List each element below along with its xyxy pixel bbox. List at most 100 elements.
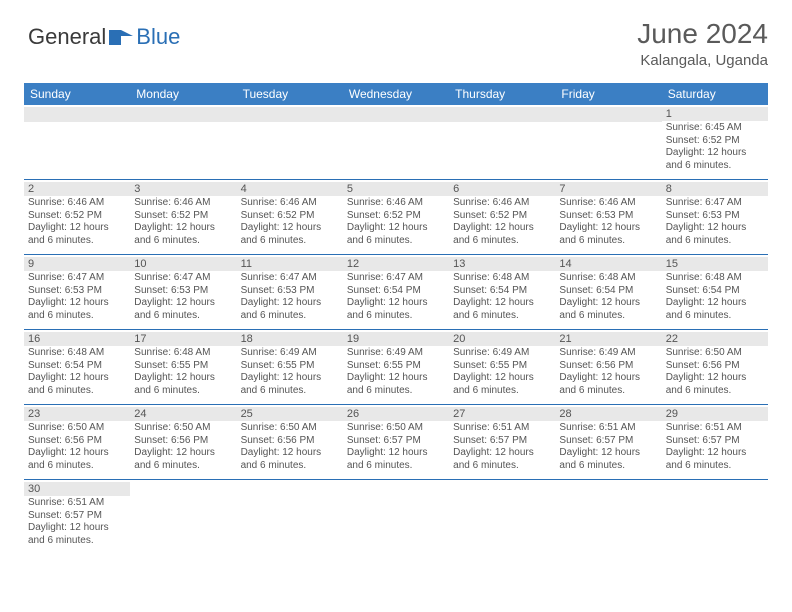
sunrise-text: Sunrise: 6:48 AM bbox=[559, 272, 657, 285]
sunset-text: Sunset: 6:53 PM bbox=[134, 285, 232, 298]
day-info: Sunrise: 6:51 AMSunset: 6:57 PMDaylight:… bbox=[559, 422, 657, 472]
day-cell: 28 Sunrise: 6:51 AMSunset: 6:57 PMDayligh… bbox=[555, 405, 661, 479]
day-cell: 23Sunrise: 6:50 AMSunset: 6:56 PMDayligh… bbox=[24, 405, 130, 479]
sunrise-text: Sunrise: 6:48 AM bbox=[28, 347, 126, 360]
daylight-text: Daylight: 12 hours and 6 minutes. bbox=[134, 297, 232, 322]
week-row: 23Sunrise: 6:50 AMSunset: 6:56 PMDayligh… bbox=[24, 405, 768, 480]
sunrise-text: Sunrise: 6:46 AM bbox=[134, 197, 232, 210]
sunset-text: Sunset: 6:55 PM bbox=[134, 360, 232, 373]
day-number: 10 bbox=[134, 258, 232, 270]
date-bar: 13 bbox=[449, 257, 555, 271]
sunrise-text: Sunrise: 6:51 AM bbox=[28, 497, 126, 510]
sunset-text: Sunset: 6:54 PM bbox=[453, 285, 551, 298]
date-bar: 17 bbox=[130, 332, 236, 346]
sunset-text: Sunset: 6:55 PM bbox=[453, 360, 551, 373]
date-bar: 16 bbox=[24, 332, 130, 346]
daylight-text: Daylight: 12 hours and 6 minutes. bbox=[347, 297, 445, 322]
week-row: 2Sunrise: 6:46 AMSunset: 6:52 PMDaylight… bbox=[24, 180, 768, 255]
day-number: 26 bbox=[347, 408, 445, 420]
sunrise-text: Sunrise: 6:47 AM bbox=[347, 272, 445, 285]
day-info: Sunrise: 6:46 AMSunset: 6:52 PMDaylight:… bbox=[28, 197, 126, 247]
daylight-text: Daylight: 12 hours and 6 minutes. bbox=[453, 447, 551, 472]
sunrise-text: Sunrise: 6:48 AM bbox=[666, 272, 764, 285]
date-bar: 4 bbox=[237, 182, 343, 196]
day-cell bbox=[555, 480, 661, 554]
day-cell bbox=[449, 480, 555, 554]
day-cell: 13Sunrise: 6:48 AMSunset: 6:54 PMDayligh… bbox=[449, 255, 555, 329]
weekday-header: Friday bbox=[555, 83, 661, 105]
sunset-text: Sunset: 6:52 PM bbox=[28, 210, 126, 223]
empty-date-bar bbox=[24, 107, 130, 122]
sunset-text: Sunset: 6:56 PM bbox=[28, 435, 126, 448]
day-cell: 10Sunrise: 6:47 AMSunset: 6:53 PMDayligh… bbox=[130, 255, 236, 329]
page-header: General Blue June 2024 Kalangala, Uganda bbox=[0, 0, 792, 77]
day-cell: 19Sunrise: 6:49 AMSunset: 6:55 PMDayligh… bbox=[343, 330, 449, 404]
sunset-text: Sunset: 6:56 PM bbox=[559, 360, 657, 373]
daylight-text: Daylight: 12 hours and 6 minutes. bbox=[28, 222, 126, 247]
day-number: 6 bbox=[453, 183, 551, 195]
sunrise-text: Sunrise: 6:49 AM bbox=[559, 347, 657, 360]
sunset-text: Sunset: 6:54 PM bbox=[666, 285, 764, 298]
sunrise-text: Sunrise: 6:46 AM bbox=[28, 197, 126, 210]
date-bar: 14 bbox=[555, 257, 661, 271]
sunrise-text: Sunrise: 6:50 AM bbox=[28, 422, 126, 435]
day-info: Sunrise: 6:48 AMSunset: 6:55 PMDaylight:… bbox=[134, 347, 232, 397]
daylight-text: Daylight: 12 hours and 6 minutes. bbox=[241, 447, 339, 472]
date-bar: 11 bbox=[237, 257, 343, 271]
day-cell: 5Sunrise: 6:46 AMSunset: 6:52 PMDaylight… bbox=[343, 180, 449, 254]
sunset-text: Sunset: 6:53 PM bbox=[241, 285, 339, 298]
weekday-header: Sunday bbox=[24, 83, 130, 105]
daylight-text: Daylight: 12 hours and 6 minutes. bbox=[559, 372, 657, 397]
day-cell: 3Sunrise: 6:46 AMSunset: 6:52 PMDaylight… bbox=[130, 180, 236, 254]
day-cell bbox=[237, 480, 343, 554]
day-number: 1 bbox=[666, 108, 764, 120]
day-cell bbox=[343, 105, 449, 179]
day-info: Sunrise: 6:47 AMSunset: 6:53 PMDaylight:… bbox=[666, 197, 764, 247]
sunset-text: Sunset: 6:53 PM bbox=[28, 285, 126, 298]
day-number: 17 bbox=[134, 333, 232, 345]
day-number: 7 bbox=[559, 183, 657, 195]
day-cell: 7Sunrise: 6:46 AMSunset: 6:53 PMDaylight… bbox=[555, 180, 661, 254]
date-bar: 5 bbox=[343, 182, 449, 196]
calendar: SundayMondayTuesdayWednesdayThursdayFrid… bbox=[24, 83, 768, 554]
sunset-text: Sunset: 6:56 PM bbox=[666, 360, 764, 373]
daylight-text: Daylight: 12 hours and 6 minutes. bbox=[28, 297, 126, 322]
day-number: 19 bbox=[347, 333, 445, 345]
date-bar: 27 bbox=[449, 407, 555, 421]
day-info: Sunrise: 6:46 AMSunset: 6:52 PMDaylight:… bbox=[134, 197, 232, 247]
day-cell bbox=[24, 105, 130, 179]
sunset-text: Sunset: 6:55 PM bbox=[347, 360, 445, 373]
day-cell: 15Sunrise: 6:48 AMSunset: 6:54 PMDayligh… bbox=[662, 255, 768, 329]
day-number: 9 bbox=[28, 258, 126, 270]
day-number: 11 bbox=[241, 258, 339, 270]
day-number: 27 bbox=[453, 408, 551, 420]
date-bar: 9 bbox=[24, 257, 130, 271]
day-info: Sunrise: 6:49 AMSunset: 6:55 PMDaylight:… bbox=[241, 347, 339, 397]
date-bar: 10 bbox=[130, 257, 236, 271]
sunset-text: Sunset: 6:55 PM bbox=[241, 360, 339, 373]
day-cell: 4Sunrise: 6:46 AMSunset: 6:52 PMDaylight… bbox=[237, 180, 343, 254]
date-bar: 15 bbox=[662, 257, 768, 271]
day-number: 16 bbox=[28, 333, 126, 345]
day-cell: 11Sunrise: 6:47 AMSunset: 6:53 PMDayligh… bbox=[237, 255, 343, 329]
daylight-text: Daylight: 12 hours and 6 minutes. bbox=[453, 222, 551, 247]
day-number: 28 bbox=[559, 408, 657, 420]
empty-date-bar bbox=[449, 107, 555, 122]
day-cell: 26Sunrise: 6:50 AMSunset: 6:57 PMDayligh… bbox=[343, 405, 449, 479]
sunrise-text: Sunrise: 6:46 AM bbox=[347, 197, 445, 210]
day-number: 29 bbox=[666, 408, 764, 420]
week-row: 9Sunrise: 6:47 AMSunset: 6:53 PMDaylight… bbox=[24, 255, 768, 330]
day-info: Sunrise: 6:49 AMSunset: 6:55 PMDaylight:… bbox=[453, 347, 551, 397]
day-cell: 18Sunrise: 6:49 AMSunset: 6:55 PMDayligh… bbox=[237, 330, 343, 404]
daylight-text: Daylight: 12 hours and 6 minutes. bbox=[666, 297, 764, 322]
day-cell: 22Sunrise: 6:50 AMSunset: 6:56 PMDayligh… bbox=[662, 330, 768, 404]
week-row: 1Sunrise: 6:45 AMSunset: 6:52 PMDaylight… bbox=[24, 105, 768, 180]
empty-date-bar bbox=[343, 107, 449, 122]
weekday-header: Wednesday bbox=[343, 83, 449, 105]
day-number: 21 bbox=[559, 333, 657, 345]
date-bar: 30 bbox=[24, 482, 130, 496]
sunrise-text: Sunrise: 6:48 AM bbox=[134, 347, 232, 360]
month-title: June 2024 bbox=[637, 18, 768, 50]
sunrise-text: Sunrise: 6:50 AM bbox=[241, 422, 339, 435]
empty-date-bar bbox=[555, 107, 661, 122]
